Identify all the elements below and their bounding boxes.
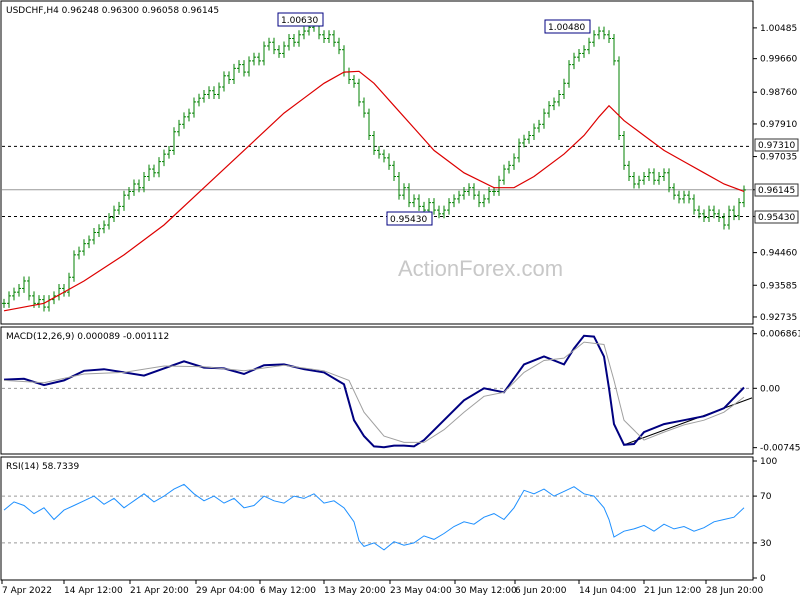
y-tick-label: 0.98760 bbox=[760, 88, 797, 98]
y-tick-label: 100 bbox=[760, 457, 777, 467]
level-lower-tag: 0.95430 bbox=[754, 210, 799, 224]
level-upper-label: 0.97310 bbox=[758, 141, 795, 151]
y-tick-label: 30 bbox=[760, 539, 772, 549]
y-tick-label: 1.00485 bbox=[760, 24, 797, 34]
level-upper-tag: 0.97310 bbox=[754, 138, 799, 152]
price-panel-frame bbox=[0, 0, 754, 325]
x-tick-label: 21 Jun 12:00 bbox=[644, 586, 701, 596]
low1-annotation: 0.95430 bbox=[386, 211, 433, 226]
current-price-label: 0.96145 bbox=[758, 186, 795, 196]
y-tick-label: 0 bbox=[760, 574, 766, 584]
y-tick-label: 0.97035 bbox=[760, 153, 797, 163]
watermark: ActionForex.com bbox=[398, 256, 563, 281]
price-layer bbox=[2, 19, 752, 312]
rsi-panel-frame bbox=[0, 456, 754, 581]
rsi-panel-title: RSI(14) 58.7339 bbox=[6, 462, 79, 472]
current-price-tag: 0.96145 bbox=[754, 183, 799, 197]
ma-series-line bbox=[3, 70, 745, 312]
y-tick-label: 0.97910 bbox=[760, 120, 797, 130]
macd-panel-frame bbox=[0, 326, 754, 455]
y-tick-label: 0.00 bbox=[760, 384, 780, 394]
x-tick-label: 7 Apr 2022 bbox=[2, 586, 52, 596]
macd-series-line bbox=[3, 334, 745, 449]
x-tick-label: 28 Jun 20:00 bbox=[706, 586, 763, 596]
y-tick-label: 0.94460 bbox=[760, 249, 797, 259]
high2-annotation: 1.00480 bbox=[544, 19, 591, 34]
rsi-layer bbox=[2, 483, 752, 551]
level-lower-label: 0.95430 bbox=[758, 213, 795, 223]
y-tick-label: 0.99660 bbox=[760, 55, 797, 65]
macd-layer bbox=[2, 334, 753, 449]
y-tick-label: 0.006861 bbox=[760, 330, 800, 340]
x-tick-label: 30 May 12:00 bbox=[455, 586, 517, 596]
x-tick-label: 14 Jun 04:00 bbox=[579, 586, 636, 596]
x-tick-label: 14 Apr 12:00 bbox=[64, 586, 123, 596]
high2-label: 1.00480 bbox=[548, 23, 585, 33]
rsi-series-line bbox=[3, 483, 745, 551]
high1-annotation: 1.00630 bbox=[277, 12, 324, 27]
price-panel-title: USDCHF,H4 0.96248 0.96300 0.96058 0.9614… bbox=[6, 6, 219, 16]
axis-layer: 1.00485 0.99660 0.98760 0.97910 0.97035 0.961… bbox=[1, 24, 800, 596]
x-tick-label: 6 Jun 20:00 bbox=[515, 586, 567, 596]
y-tick-label: 70 bbox=[760, 492, 772, 502]
signal-series-line bbox=[3, 341, 745, 443]
macd-trendline bbox=[623, 397, 753, 446]
x-tick-label: 21 Apr 20:00 bbox=[130, 586, 189, 596]
high1-label: 1.00630 bbox=[281, 16, 318, 26]
low1-label: 0.95430 bbox=[390, 215, 427, 225]
y-tick-label: -0.007454 bbox=[760, 444, 800, 454]
y-tick-label: 0.93585 bbox=[760, 281, 797, 291]
x-tick-label: 29 Apr 04:00 bbox=[196, 586, 255, 596]
x-tick-label: 6 May 12:00 bbox=[260, 586, 316, 596]
y-tick-label: 0.92735 bbox=[760, 313, 797, 323]
x-tick-label: 13 May 20:00 bbox=[324, 586, 386, 596]
x-tick-label: 23 May 04:00 bbox=[390, 586, 452, 596]
macd-panel-title: MACD(12,26,9) 0.000089 -0.001112 bbox=[6, 332, 169, 342]
